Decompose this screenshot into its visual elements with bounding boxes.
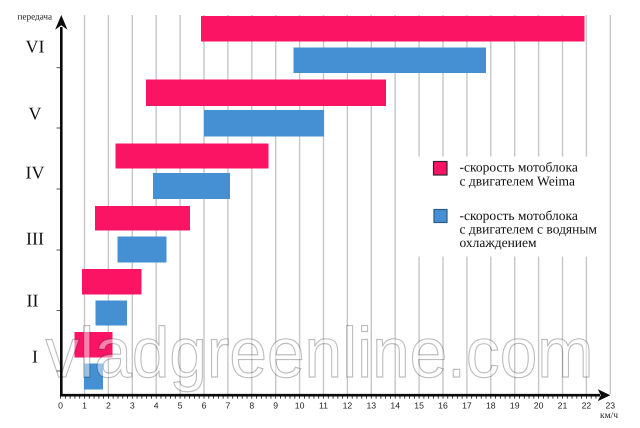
svg-text:5: 5 — [178, 401, 183, 411]
svg-text:км/ч: км/ч — [600, 411, 618, 421]
svg-text:20: 20 — [534, 401, 544, 411]
svg-text:11: 11 — [319, 401, 328, 411]
svg-text:4: 4 — [154, 401, 159, 411]
svg-text:I: I — [32, 346, 38, 366]
svg-text:охлаждением: охлаждением — [460, 235, 538, 250]
svg-text:III: III — [26, 228, 44, 248]
svg-text:8: 8 — [249, 401, 254, 411]
svg-text:22: 22 — [582, 401, 592, 411]
svg-text:17: 17 — [462, 401, 472, 411]
svg-text:с двигателем с водяным: с двигателем с водяным — [460, 222, 598, 237]
svg-text:7: 7 — [225, 401, 230, 411]
svg-text:6: 6 — [202, 401, 207, 411]
svg-text:23: 23 — [605, 401, 615, 411]
svg-text:II: II — [27, 290, 39, 310]
svg-text:19: 19 — [510, 401, 520, 411]
svg-text:13: 13 — [366, 401, 376, 411]
svg-text:VI: VI — [26, 36, 45, 56]
svg-text:с двигателем Weima: с двигателем Weima — [460, 174, 575, 189]
svg-text:12: 12 — [343, 401, 353, 411]
svg-text:16: 16 — [438, 401, 448, 411]
svg-text:21: 21 — [558, 401, 568, 411]
svg-text:2: 2 — [106, 401, 111, 411]
svg-text:IV: IV — [26, 162, 45, 182]
svg-text:18: 18 — [486, 401, 496, 411]
svg-text:-скорость мотоблока: -скорость мотоблока — [460, 208, 578, 223]
svg-text:1: 1 — [82, 401, 87, 411]
svg-text:14: 14 — [390, 401, 400, 411]
svg-text:15: 15 — [414, 401, 424, 411]
svg-text:3: 3 — [130, 401, 135, 411]
svg-text:9: 9 — [273, 401, 278, 411]
svg-text:передача: передача — [18, 12, 53, 22]
svg-text:-скорость мотоблока: -скорость мотоблока — [460, 160, 578, 175]
svg-text:0: 0 — [58, 401, 63, 411]
svg-text:vladgreenline.com: vladgreenline.com — [46, 314, 594, 393]
svg-text:V: V — [29, 103, 42, 123]
svg-text:10: 10 — [295, 401, 305, 411]
